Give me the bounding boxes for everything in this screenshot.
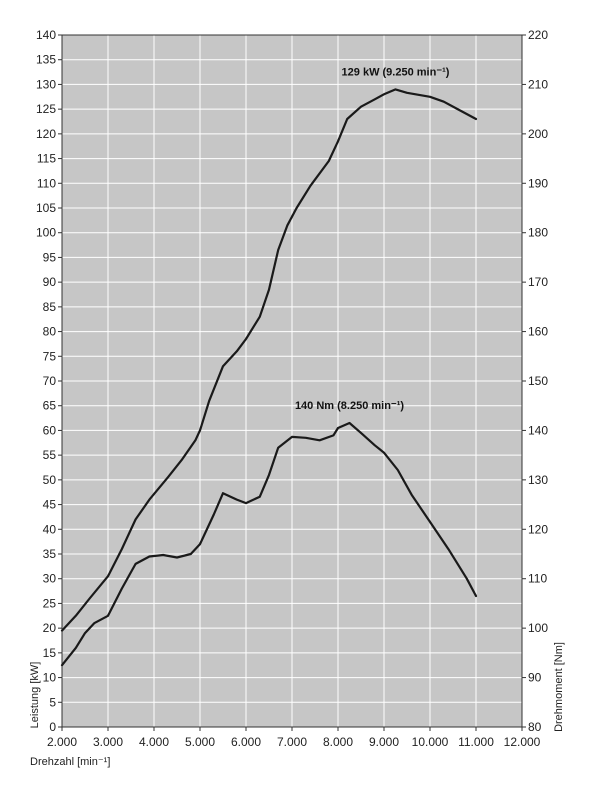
grid: [62, 35, 522, 727]
plot-frame: [61, 34, 523, 728]
y-left-tick-label: 135: [36, 53, 56, 67]
y-left-tick-label: 50: [43, 473, 57, 487]
x-tick-label: 12.000: [504, 735, 541, 749]
y-right-tick-label: 150: [528, 374, 548, 388]
y-right-tick-label: 80: [528, 720, 542, 734]
y-right-tick-label: 180: [528, 226, 548, 240]
y-left-tick-label: 130: [36, 77, 56, 91]
y-right-tick-label: 220: [528, 28, 548, 42]
y-left-tick-label: 60: [43, 423, 57, 437]
y-left-tick-label: 65: [43, 399, 57, 413]
axes: 2.000 3.000 4.000 5.000 6.000 7.000 8.000 9.000…: [36, 28, 548, 749]
y-left-tick-label: 100: [36, 226, 56, 240]
power-peak-annotation: 129 kW (9.250 min⁻¹): [342, 66, 450, 78]
y-right-tick-label: 100: [528, 621, 548, 635]
x-tick-label: 7.000: [277, 735, 307, 749]
x-tick-label: 8.000: [323, 735, 353, 749]
y-left-tick-label: 20: [43, 621, 57, 635]
x-tick-label: 2.000: [47, 735, 77, 749]
torque-peak-annotation: 140 Nm (8.250 min⁻¹): [295, 400, 404, 412]
y-left-tick-label: 30: [43, 572, 57, 586]
x-tick-label: 10.000: [412, 735, 449, 749]
y-right-tick-label: 200: [528, 127, 548, 141]
x-tick-label: 4.000: [139, 735, 169, 749]
y-right-tick-label: 140: [528, 423, 548, 437]
y-right-tick-label: 110: [528, 572, 547, 586]
x-axis-label: Drehzahl [min⁻¹]: [30, 756, 110, 768]
y-left-tick-label: 5: [49, 695, 56, 709]
y-right-tick-label: 130: [528, 473, 548, 487]
y-left-tick-label: 110: [37, 176, 56, 190]
y-left-tick-label: 95: [43, 250, 57, 264]
x-tick-label: 9.000: [369, 735, 399, 749]
y-left-tick-label: 15: [43, 646, 57, 660]
power-line: [60, 88, 478, 632]
data-lines: [60, 88, 478, 667]
y-axis-right-label: Drehmoment [Nm]: [553, 642, 565, 732]
y-right-tick-label: 170: [528, 275, 548, 289]
y-left-tick-label: 85: [43, 300, 57, 314]
y-left-tick-label: 70: [43, 374, 57, 388]
y-left-tick-label: 55: [43, 448, 57, 462]
y-left-tick-label: 45: [43, 498, 57, 512]
y-left-tick-label: 120: [36, 127, 56, 141]
y-left-tick-label: 90: [43, 275, 57, 289]
annotations: 129 kW (9.250 min⁻¹) 140 Nm (8.250 min⁻¹): [295, 66, 450, 412]
y-left-tick-label: 115: [37, 152, 56, 166]
y-right-tick-label: 90: [528, 671, 542, 685]
y-right-tick-label: 210: [528, 77, 548, 91]
y-right-tick-label: 190: [528, 176, 548, 190]
y-left-tick-label: 25: [43, 596, 57, 610]
torque-line: [60, 421, 478, 667]
x-tick-label: 11.000: [458, 735, 494, 749]
y-left-tick-label: 105: [36, 201, 56, 215]
y-left-tick-label: 75: [43, 349, 57, 363]
x-tick-label: 5.000: [185, 735, 215, 749]
y-left-tick-label: 35: [43, 547, 57, 561]
y-axis-left-label: Leistung [kW]: [29, 662, 41, 729]
y-left-tick-label: 0: [49, 720, 56, 734]
y-left-tick-label: 80: [43, 325, 57, 339]
y-left-tick-label: 125: [36, 102, 56, 116]
y-right-tick-label: 160: [528, 325, 548, 339]
y-left-tick-label: 40: [43, 522, 57, 536]
y-left-tick-label: 10: [43, 671, 57, 685]
x-tick-label: 6.000: [231, 735, 261, 749]
x-tick-label: 3.000: [93, 735, 123, 749]
y-left-tick-label: 140: [36, 28, 56, 42]
y-right-tick-label: 120: [528, 522, 548, 536]
